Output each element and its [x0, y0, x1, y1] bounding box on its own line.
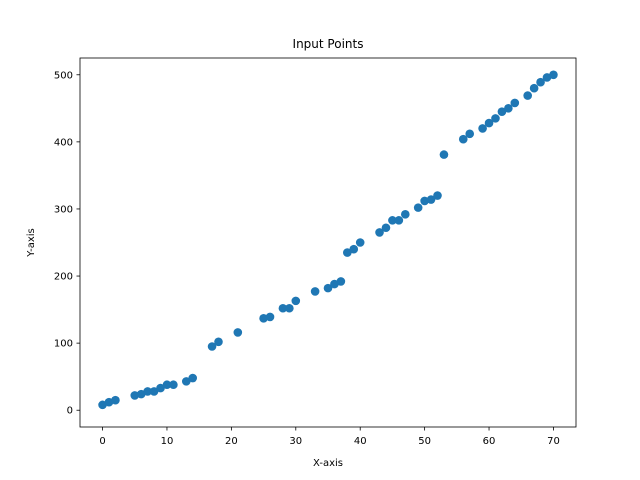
data-point	[207, 342, 217, 351]
data-point	[504, 104, 513, 113]
data-point	[375, 228, 384, 237]
x-axis-ticks: 0 10 20 30 40 50 60 70	[99, 427, 560, 447]
data-point	[111, 395, 120, 405]
data-point	[458, 134, 468, 144]
data-point	[349, 244, 359, 254]
y-tick-label: 200	[54, 272, 73, 283]
data-point	[536, 77, 545, 87]
y-axis-ticks: 0 100 200 300 400 500	[54, 70, 80, 417]
data-point	[323, 283, 333, 293]
data-point	[420, 196, 429, 206]
data-point	[181, 377, 191, 386]
data-point	[278, 303, 288, 313]
data-point	[465, 129, 475, 139]
data-point	[549, 70, 558, 80]
data-point	[484, 118, 494, 128]
data-point	[336, 277, 346, 286]
y-tick-label: 100	[54, 339, 73, 350]
x-axis-title: X-axis	[313, 458, 343, 469]
data-point	[149, 387, 159, 396]
y-tick-label: 0	[67, 406, 73, 417]
y-tick-label: 500	[54, 70, 73, 81]
data-point	[156, 383, 165, 393]
data-point	[497, 107, 507, 116]
data-point	[381, 223, 391, 233]
data-point	[388, 216, 397, 225]
x-tick-label: 70	[547, 436, 560, 447]
x-tick-label: 10	[161, 436, 174, 447]
data-point	[162, 380, 172, 390]
data-point	[188, 373, 198, 383]
y-tick-label: 300	[54, 204, 73, 215]
data-point	[98, 400, 107, 410]
data-point	[130, 391, 140, 400]
data-point	[214, 337, 223, 347]
data-point	[510, 98, 520, 108]
data-point	[343, 248, 352, 257]
data-points	[98, 70, 558, 410]
data-point	[491, 114, 500, 123]
y-tick-label: 400	[54, 137, 73, 148]
data-point	[426, 195, 436, 204]
data-point	[478, 124, 487, 133]
data-point	[439, 150, 449, 159]
data-point	[433, 191, 442, 200]
data-point	[523, 91, 532, 100]
data-point	[233, 328, 243, 337]
data-point	[413, 203, 423, 212]
x-tick-label: 60	[483, 436, 496, 447]
data-point	[259, 314, 268, 323]
x-tick-label: 40	[354, 436, 367, 447]
x-tick-label: 30	[289, 436, 302, 447]
chart-title: Input Points	[293, 37, 364, 51]
data-point	[400, 210, 410, 219]
x-tick-label: 50	[418, 436, 431, 447]
data-point	[291, 296, 301, 306]
data-point	[310, 287, 320, 296]
data-point	[265, 312, 275, 322]
x-tick-label: 20	[225, 436, 238, 447]
y-axis-title: Y-axis	[26, 228, 37, 258]
x-tick-label: 0	[99, 436, 105, 447]
data-point	[285, 303, 294, 313]
data-point	[143, 387, 152, 396]
data-point	[394, 216, 404, 225]
data-point	[529, 83, 539, 93]
data-point	[355, 238, 365, 247]
data-point	[169, 380, 178, 390]
data-point	[136, 389, 146, 399]
data-point	[542, 73, 552, 82]
axes-frame	[79, 57, 577, 428]
data-point	[330, 279, 339, 289]
